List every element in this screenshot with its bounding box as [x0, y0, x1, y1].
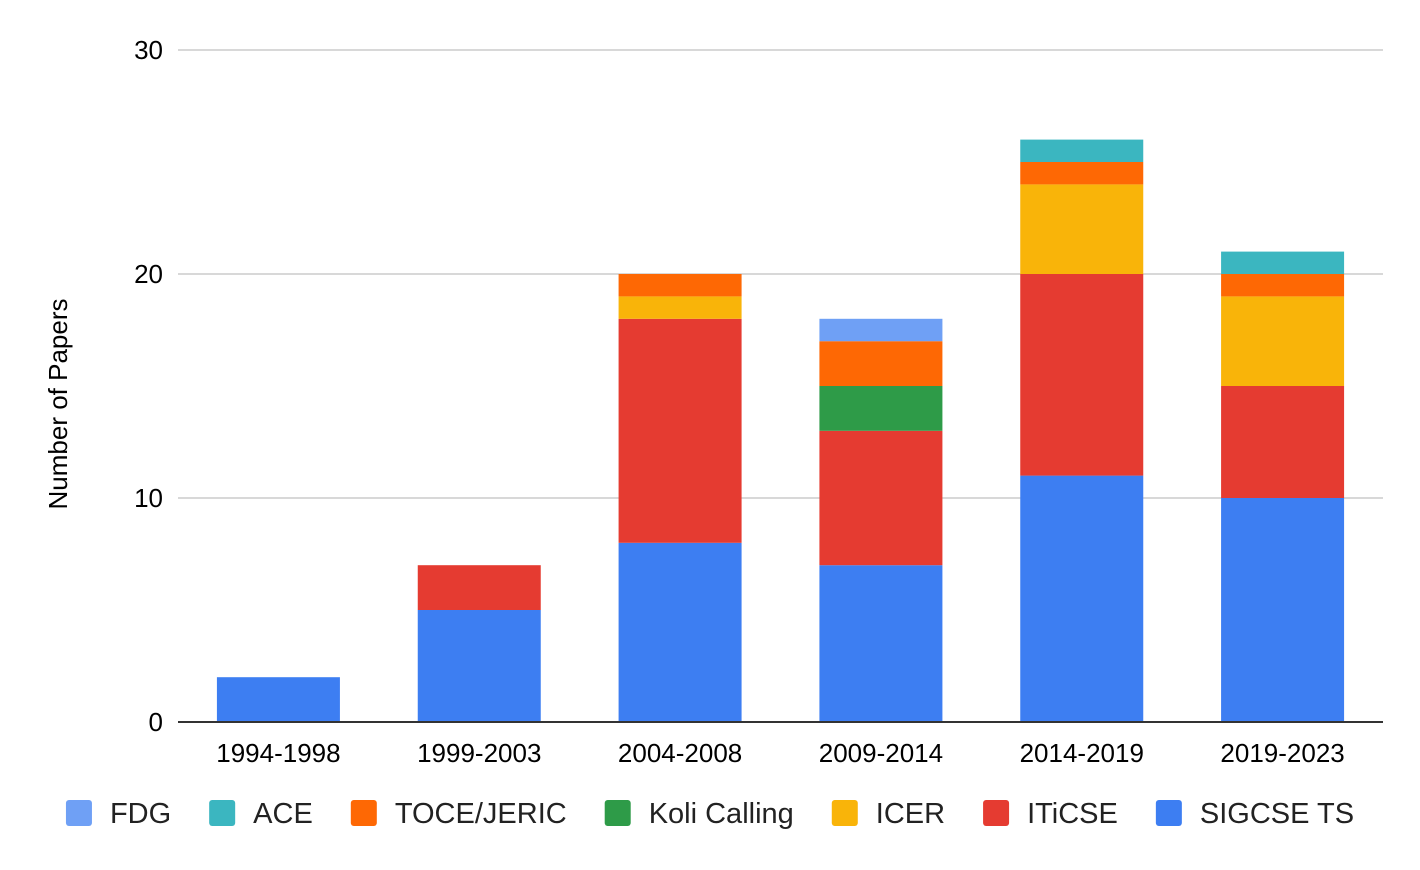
bar-segment-iticse: [417, 565, 541, 610]
x-tick-label: 2004-2008: [618, 738, 742, 768]
legend-label: FDG: [110, 798, 171, 830]
legend-swatch: [1155, 800, 1182, 826]
bar-segment-toce-jeric: [618, 274, 742, 297]
y-tick-label: 30: [134, 35, 163, 65]
y-tick-label: 10: [134, 483, 163, 513]
legend-swatch: [65, 800, 92, 826]
x-tick-label: 1999-2003: [417, 738, 541, 768]
bar-segment-fdg: [819, 318, 943, 342]
bar-segment-sigcse-ts: [1020, 475, 1144, 722]
legend-label: TOCE/JERIC: [395, 798, 567, 830]
bar-segment-iticse: [1221, 386, 1345, 498]
legend-item-fdg: FDG: [65, 798, 171, 830]
bar-segment-koli-calling: [819, 386, 943, 431]
legend-item-sigcse-ts: SIGCSE TS: [1155, 798, 1354, 830]
x-tick-label: 2014-2019: [1020, 738, 1144, 768]
legend-swatch: [604, 800, 631, 826]
bar-segment-icer: [1221, 296, 1345, 386]
bar-segment-sigcse-ts: [417, 610, 541, 722]
bar-segment-icer: [1020, 184, 1144, 274]
gridlines: [178, 49, 1383, 499]
bar-segment-sigcse-ts: [216, 677, 340, 722]
legend: FDG ACE TOCE/JERIC Koli Calling ICER ITiCSE SI…: [65, 798, 1354, 830]
x-tick-label: 2009-2014: [819, 738, 943, 768]
bar-segment-toce-jeric: [1221, 274, 1345, 297]
legend-swatch: [209, 800, 236, 826]
legend-swatch: [350, 800, 377, 826]
legend-label: SIGCSE TS: [1200, 798, 1354, 830]
legend-label: ITiCSE: [1027, 798, 1118, 830]
bar-segment-icer: [618, 296, 742, 319]
legend-item-ace: ACE: [209, 798, 313, 830]
bar-segment-sigcse-ts: [819, 565, 943, 722]
legend-item-iticse: ITiCSE: [983, 798, 1118, 830]
x-tick-labels: 1994-1998 1999-2003 2004-2008 2009-2014 2014…: [216, 738, 1345, 768]
y-axis-title: Number of Papers: [43, 299, 73, 510]
legend-item-icer: ICER: [831, 798, 945, 830]
bar-segment-ace: [1020, 139, 1144, 162]
legend-item-toce-jeric: TOCE/JERIC: [350, 798, 567, 830]
bar-segment-sigcse-ts: [618, 542, 742, 722]
legend-swatch: [831, 800, 858, 826]
x-tick-label: 2019-2023: [1220, 738, 1344, 768]
bar-segment-iticse: [618, 318, 742, 543]
x-tick-label: 1994-1998: [216, 738, 340, 768]
bar-segment-iticse: [1020, 274, 1144, 476]
legend-swatch: [983, 800, 1010, 826]
bar-segment-ace: [1221, 251, 1345, 274]
legend-label: ICER: [876, 798, 945, 830]
bar-segment-sigcse-ts: [1221, 498, 1345, 722]
bar-segment-toce-jeric: [1020, 162, 1144, 185]
y-tick-labels: 0 10 20 30: [134, 35, 163, 737]
y-tick-label: 20: [134, 259, 163, 289]
legend-label: Koli Calling: [649, 798, 794, 830]
bars: [216, 139, 1345, 722]
legend-item-koli-calling: Koli Calling: [604, 798, 794, 830]
bar-segment-iticse: [819, 430, 943, 566]
bar-segment-toce-jeric: [819, 341, 943, 386]
y-tick-label: 0: [149, 707, 163, 737]
legend-label: ACE: [253, 798, 313, 830]
